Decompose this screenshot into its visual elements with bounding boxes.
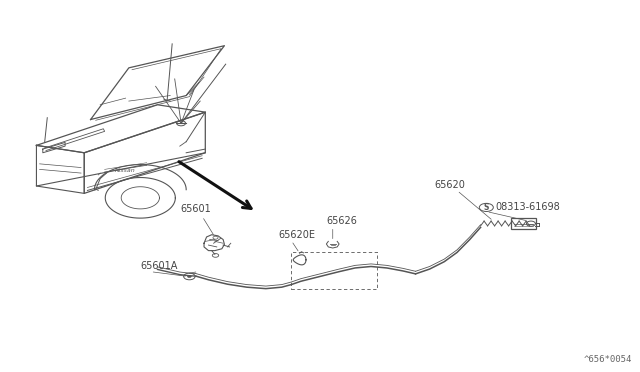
Text: Nissan: Nissan [115, 168, 136, 173]
FancyBboxPatch shape [511, 218, 536, 229]
Text: 65620E: 65620E [278, 230, 316, 240]
Circle shape [188, 275, 191, 278]
Text: ^656*0054: ^656*0054 [584, 355, 632, 364]
Text: 65620: 65620 [435, 180, 465, 190]
Text: 65601: 65601 [180, 204, 211, 214]
Text: S: S [484, 203, 489, 212]
Text: 65601A: 65601A [140, 261, 178, 271]
Text: 08313-61698: 08313-61698 [496, 202, 561, 212]
Text: 65626: 65626 [326, 216, 357, 226]
